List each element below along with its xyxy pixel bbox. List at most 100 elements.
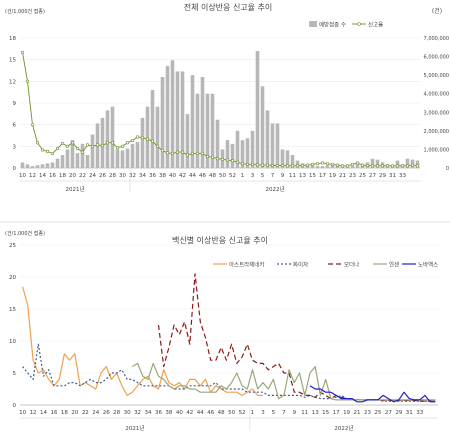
chart-1-x-tick: 28 (109, 173, 116, 179)
chart-1-rate-point (170, 151, 175, 156)
chart-2-x-tick: 21 (354, 410, 361, 416)
chart-1-bar (115, 149, 120, 168)
chart-1-bar (100, 117, 105, 168)
chart-1-rate-point (300, 163, 305, 168)
chart-1-rate-point (135, 135, 140, 139)
chart-1-y2-tick: 4,000,000 (424, 92, 449, 98)
chart-1-bar (110, 106, 115, 168)
chart-1-bar (125, 148, 130, 168)
chart-2-line-astrazeneca (22, 286, 263, 396)
chart-1-x-tick: 15 (309, 173, 316, 179)
chart-2-x-tick: 16 (50, 410, 57, 416)
chart-1-rate-point (255, 163, 260, 167)
chart-1-bar (260, 86, 265, 168)
chart-1-rate-point (250, 162, 255, 166)
chart-1-x-tick: 40 (169, 173, 176, 179)
chart-1-rate-point (130, 138, 135, 143)
chart-1-x-tick: 16 (49, 173, 56, 179)
chart-1-rate-point (270, 163, 275, 168)
chart-1-rate-point (210, 155, 215, 159)
chart-1-x-tick: 46 (199, 173, 206, 179)
chart-1-y2-tick: 6,000,000 (424, 55, 449, 61)
chart-1-bar (280, 149, 285, 168)
chart-1-x-tick: 34 (139, 173, 146, 179)
chart-1-x-tick: 30 (119, 173, 126, 179)
chart-1-bar (25, 164, 30, 168)
chart-1-rate-point (310, 162, 315, 166)
chart-1-bar (405, 158, 410, 168)
chart-1-bar (265, 110, 270, 168)
chart-1-bar (165, 65, 170, 168)
chart-1-x-tick: 13 (299, 173, 306, 179)
chart-1-rate-point (190, 151, 195, 156)
chart-1-rate-point (315, 162, 320, 166)
chart-1-rate-point (20, 50, 25, 55)
chart-1-bar (170, 60, 175, 168)
chart-1-rate-point (65, 144, 70, 148)
chart-1-bar (20, 162, 25, 168)
chart-1-bar (270, 123, 275, 168)
chart-1-rate-point (365, 163, 370, 168)
chart-2-x-tick: 29 (395, 410, 402, 416)
chart-1-bar (210, 93, 215, 168)
chart-2-x-tick: 36 (155, 410, 162, 416)
chart-1-rate-point (305, 163, 310, 167)
chart-1-y2-tick: 2,000,000 (424, 129, 449, 135)
chart-1-legend-swatch-bars (309, 21, 317, 27)
chart-1-x-tick: 44 (189, 173, 196, 179)
chart-1-bar (160, 77, 165, 168)
chart-1-bar (85, 155, 90, 168)
chart-1-x-tick: 17 (319, 173, 326, 179)
chart-1-x-tick: 20 (69, 173, 76, 179)
chart-2-x-tick: 20 (71, 410, 78, 416)
chart-1-x-tick: 50 (219, 173, 226, 179)
chart-1-y2-tick: 1,000,000 (424, 147, 449, 153)
chart-2-line-novavax (309, 385, 436, 403)
chart-1-rate-point (380, 164, 385, 168)
chart-1-rate-point (320, 161, 325, 165)
chart-1-rate-point (155, 144, 160, 148)
chart-1-rate-point (115, 146, 120, 150)
chart-1-rate-point (95, 143, 100, 147)
chart-2-x-tick: 34 (145, 410, 152, 416)
chart-1-x-tick: 19 (329, 173, 336, 179)
chart-1-rate-point (275, 163, 280, 168)
chart-1-rate-point (120, 144, 125, 148)
chart-1-rate-point (55, 146, 60, 151)
chart-1-bar (205, 93, 210, 168)
chart-2: 백신별 이상반응 신고율 추이(건/1,000건 접종)051015202510… (5, 230, 438, 432)
chart-1-rate-point (395, 164, 400, 168)
chart-1-rate-point (335, 163, 340, 167)
chart-1-rate-point (100, 144, 105, 148)
chart-1-bar (80, 143, 85, 168)
chart-1-bar (195, 93, 200, 168)
chart-1-rate-point (355, 161, 360, 165)
chart-1-y-tick: 6 (13, 123, 17, 129)
chart-2-x-tick: 32 (134, 410, 141, 416)
chart-1-bar (245, 138, 250, 168)
chart-1-x-tick: 24 (89, 173, 96, 179)
chart-1-bar (150, 90, 155, 168)
chart-1-year-label: 2021년 (65, 185, 84, 193)
chart-1-rate-point (200, 151, 205, 156)
chart-2-year-label: 2021년 (125, 424, 144, 432)
chart-1-bar (290, 155, 295, 168)
chart-2-x-tick: 7 (282, 410, 286, 416)
chart-1-x-tick: 12 (29, 173, 36, 179)
chart-1-rate-point (50, 151, 55, 156)
chart-1-x-tick: 27 (369, 173, 376, 179)
chart-1-rate-point (220, 157, 225, 161)
chart-1-bar (310, 165, 315, 168)
chart-2-year-label: 2022년 (334, 424, 353, 432)
chart-2-x-tick: 24 (92, 410, 99, 416)
chart-1-bar (180, 71, 185, 168)
chart-2-x-tick: 38 (165, 410, 172, 416)
chart-2-x-tick: 46 (207, 410, 214, 416)
chart-1-x-tick: 31 (389, 173, 396, 179)
chart-1-rate-point (85, 143, 90, 147)
chart-1-x-tick: 10 (19, 173, 26, 179)
chart-1-rate-point (30, 123, 35, 127)
chart-1-bar (120, 150, 125, 168)
chart-1-rate-point (350, 162, 355, 166)
